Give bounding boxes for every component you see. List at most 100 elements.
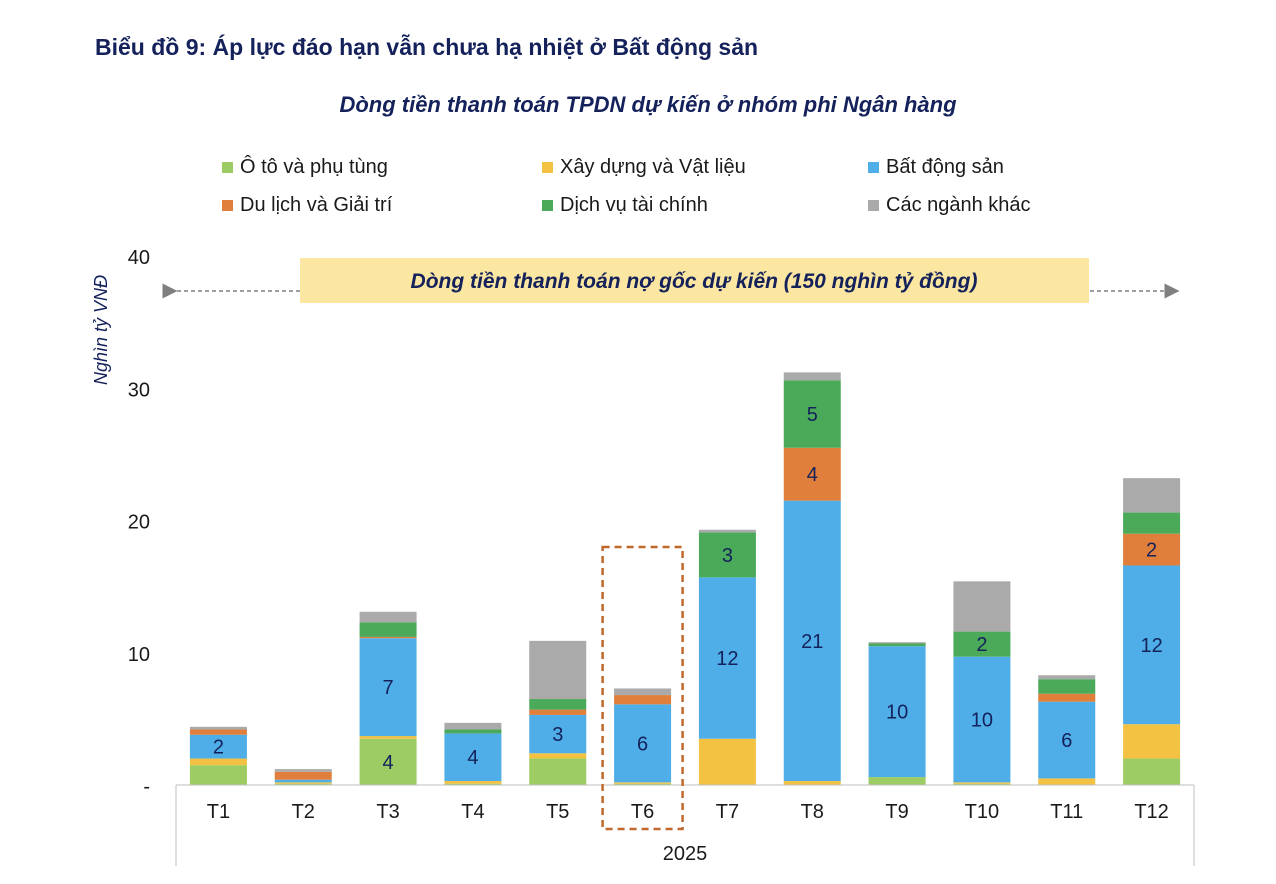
data-label: 3 bbox=[552, 724, 563, 746]
data-label: 6 bbox=[637, 733, 648, 755]
bar-stack-t4: 4 bbox=[444, 722, 502, 785]
y-tick-label: 10 bbox=[128, 644, 150, 666]
bar-segment bbox=[698, 532, 756, 578]
legend-swatch bbox=[542, 200, 553, 211]
bar-segment bbox=[359, 622, 417, 637]
data-label: 3 bbox=[722, 545, 733, 567]
bar-segment bbox=[953, 782, 1011, 784]
x-tick-label: T9 bbox=[885, 801, 908, 823]
bar-segment bbox=[274, 783, 332, 785]
bar-stack-t7: 12 3 bbox=[698, 529, 756, 785]
bar-segment bbox=[783, 372, 841, 381]
bar-segment bbox=[274, 771, 332, 780]
bar-segment bbox=[189, 758, 247, 766]
bar-segment bbox=[1123, 533, 1181, 566]
bar-segment bbox=[783, 781, 841, 785]
bar-segment bbox=[868, 642, 926, 644]
bar-segment bbox=[359, 636, 417, 639]
bar-segment bbox=[953, 631, 1011, 657]
x-tick-label: T7 bbox=[716, 801, 739, 823]
legend-swatch bbox=[868, 162, 879, 173]
bar-segment bbox=[783, 447, 841, 501]
bar-segment bbox=[614, 688, 672, 696]
data-label: 2 bbox=[976, 634, 987, 656]
bar-segment bbox=[783, 380, 841, 448]
bar-segment bbox=[274, 769, 332, 772]
bar-segment bbox=[444, 781, 502, 784]
data-label: 4 bbox=[383, 752, 394, 774]
y-tick-label: 40 bbox=[128, 247, 150, 269]
legend-label: Các ngành khác bbox=[886, 194, 1031, 216]
bar-segment bbox=[868, 646, 926, 778]
x-tick-label: T5 bbox=[546, 801, 569, 823]
banner-box bbox=[300, 258, 1089, 303]
bar-segment bbox=[614, 782, 672, 784]
data-label: 4 bbox=[467, 747, 478, 769]
x-tick-label: T1 bbox=[207, 801, 230, 823]
y-tick-label: - bbox=[143, 776, 150, 798]
bar-segment bbox=[529, 753, 587, 759]
bar-segment bbox=[868, 777, 926, 785]
bar-segment bbox=[1123, 724, 1181, 759]
x-tick-label: T10 bbox=[965, 801, 999, 823]
bar-segment bbox=[1038, 701, 1096, 779]
bar-segment bbox=[953, 656, 1011, 783]
data-label: 12 bbox=[1140, 635, 1162, 657]
bar-segment bbox=[274, 779, 332, 783]
bar-segment bbox=[444, 783, 502, 785]
data-label: 12 bbox=[716, 648, 738, 670]
data-label: 2 bbox=[1146, 540, 1157, 562]
x-tick-label: T8 bbox=[801, 801, 824, 823]
legend-label: Du lịch và Giải trí bbox=[240, 194, 393, 216]
bar-stack-t8: 21 4 5 bbox=[783, 372, 841, 785]
bar-stack-t2 bbox=[274, 769, 332, 785]
x-axis-group-label: 2025 bbox=[663, 843, 708, 865]
data-label: 5 bbox=[807, 404, 818, 426]
bar-segment bbox=[529, 640, 587, 700]
bar-segment bbox=[1123, 758, 1181, 785]
bar-segment bbox=[953, 783, 1011, 785]
legend-label: Ô tô và phụ tùng bbox=[240, 156, 388, 178]
x-tick-label: T12 bbox=[1134, 801, 1168, 823]
data-label: 2 bbox=[213, 737, 224, 759]
y-axis-title: Nghìn tỷ VNĐ bbox=[91, 275, 111, 385]
bar-segment bbox=[614, 704, 672, 783]
bar-stack-t5: 3 bbox=[529, 640, 587, 785]
bar-stack-t6: 6 bbox=[614, 688, 672, 785]
bar-segment bbox=[189, 734, 247, 759]
bar-segment bbox=[614, 783, 672, 785]
y-tick-label: 20 bbox=[128, 512, 150, 534]
x-tick-label: T11 bbox=[1050, 801, 1083, 823]
chart-title: Biểu đồ 9: Áp lực đáo hạn vẫn chưa hạ nh… bbox=[95, 34, 759, 60]
legend-swatch bbox=[542, 162, 553, 173]
x-tick-label: T3 bbox=[376, 801, 399, 823]
bar-stack-t9: 10 bbox=[868, 642, 926, 785]
legend-item-real-estate: Bất động sản bbox=[868, 156, 1004, 179]
legend-swatch bbox=[222, 162, 233, 173]
data-label: 6 bbox=[1061, 730, 1072, 752]
highlight-box bbox=[601, 545, 684, 831]
bar-segment bbox=[953, 581, 1011, 632]
bar-segment bbox=[359, 638, 417, 737]
bar-segment bbox=[614, 695, 672, 705]
y-axis-ticks: - 10 20 30 40 bbox=[128, 247, 150, 798]
x-tick-label: T6 bbox=[631, 801, 654, 823]
bar-segment bbox=[698, 529, 756, 533]
bar-segment bbox=[1038, 693, 1096, 702]
chart-subtitle: Dòng tiền thanh toán TPDN dự kiến ở nhóm… bbox=[339, 92, 957, 117]
bar-segment bbox=[1123, 565, 1181, 725]
bar-stack-t12: 12 2 bbox=[1123, 478, 1181, 785]
legend-item-construction: Xây dựng và Vật liệu bbox=[542, 156, 746, 179]
data-label: 10 bbox=[971, 710, 993, 732]
bar-segment bbox=[189, 729, 247, 735]
legend-item-auto: Ô tô và phụ tùng bbox=[222, 156, 388, 179]
bar-segment bbox=[529, 714, 587, 754]
bar-segment bbox=[359, 611, 417, 623]
data-label: 7 bbox=[383, 677, 394, 699]
bar-stack-t1: 2 bbox=[189, 726, 247, 785]
bar-segment bbox=[1038, 778, 1096, 785]
legend-item-financial-services: Dịch vụ tài chính bbox=[542, 194, 708, 217]
data-label: 21 bbox=[801, 631, 823, 653]
bar-segment bbox=[359, 738, 417, 785]
